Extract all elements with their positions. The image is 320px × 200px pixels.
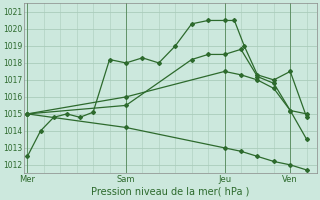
X-axis label: Pression niveau de la mer( hPa ): Pression niveau de la mer( hPa )	[91, 187, 250, 197]
